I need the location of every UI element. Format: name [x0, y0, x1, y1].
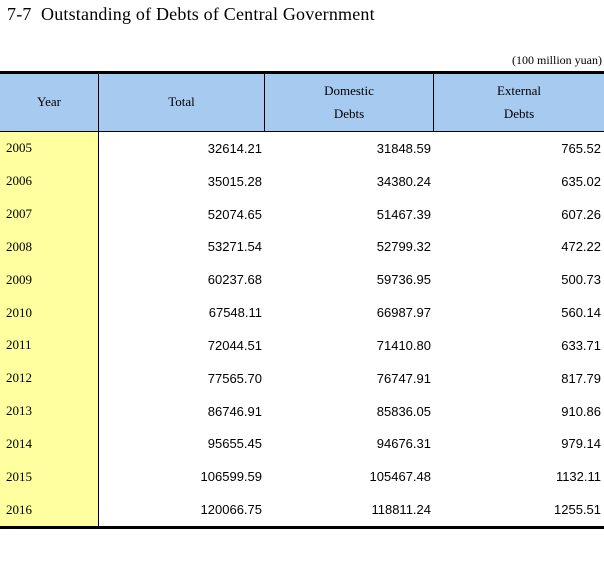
year-cell: 2006 — [0, 164, 99, 198]
total-cell: 106599.59 — [200, 469, 262, 485]
table-row: 2015 106599.59 105467.48 1132.11 — [0, 460, 604, 494]
page-title: 7-7 Outstanding of Debts of Central Gove… — [7, 4, 375, 24]
table-row: 2005 32614.21 31848.59 765.52 — [0, 132, 604, 165]
total-cell: 60237.68 — [207, 272, 262, 288]
domestic-debts-cell: 71410.80 — [376, 337, 431, 353]
year-cell: 2014 — [0, 427, 99, 461]
external-debts-cell: 607.26 — [561, 206, 601, 222]
external-debts-cell: 560.14 — [561, 305, 601, 321]
column-header-label-line1: External — [496, 83, 542, 99]
table-row: 2008 53271.54 52799.32 472.22 — [0, 230, 604, 264]
external-debts-cell: 472.22 — [561, 239, 601, 255]
external-debts-cell: 765.52 — [561, 140, 601, 156]
table-row: 2010 67548.11 66987.97 560.14 — [0, 296, 604, 329]
external-debts-cell: 635.02 — [561, 173, 601, 189]
total-cell: 52074.65 — [207, 206, 262, 222]
total-cell: 53271.54 — [207, 239, 262, 255]
column-header-total: Total — [99, 74, 265, 131]
table-row: 2006 35015.28 34380.24 635.02 — [0, 164, 604, 198]
year-cell: 2016 — [0, 493, 99, 526]
external-debts-cell: 910.86 — [561, 403, 601, 419]
total-cell: 77565.70 — [207, 370, 262, 386]
column-header-label-line2: Debts — [503, 105, 535, 121]
table-row: 2011 72044.51 71410.80 633.71 — [0, 328, 604, 362]
external-debts-cell: 979.14 — [561, 436, 601, 452]
total-cell: 72044.51 — [207, 337, 262, 353]
domestic-debts-cell: 66987.97 — [376, 305, 431, 321]
year-cell: 2008 — [0, 230, 99, 264]
total-cell: 95655.45 — [207, 436, 262, 452]
column-header-label: Total — [168, 94, 195, 110]
total-cell: 120066.75 — [200, 502, 262, 518]
external-debts-cell: 633.71 — [561, 337, 601, 353]
table-body: 2005 32614.21 31848.59 765.52 2006 35015… — [0, 132, 604, 529]
table-row: 2009 60237.68 59736.95 500.73 — [0, 263, 604, 297]
year-cell: 2013 — [0, 394, 99, 428]
year-cell: 2010 — [0, 296, 99, 329]
external-debts-cell: 817.79 — [561, 370, 601, 386]
table-row: 2012 77565.70 76747.91 817.79 — [0, 361, 604, 395]
external-debts-cell: 1255.51 — [554, 502, 601, 518]
column-header-year: Year — [0, 74, 99, 131]
column-header-label-line1: Domestic — [324, 83, 374, 99]
year-cell: 2011 — [0, 328, 99, 362]
total-cell: 67548.11 — [208, 305, 262, 321]
debt-table: Year Total Domestic Debts External Debts… — [0, 71, 604, 529]
domestic-debts-cell: 118811.24 — [371, 502, 431, 518]
total-cell: 35015.28 — [207, 173, 262, 189]
domestic-debts-cell: 52799.32 — [376, 239, 431, 255]
table-row: 2016 120066.75 118811.24 1255.51 — [0, 493, 604, 526]
domestic-debts-cell: 59736.95 — [376, 272, 431, 288]
unit-note: (100 million yuan) — [512, 53, 602, 67]
column-header-external-debts: External Debts — [434, 74, 604, 131]
year-cell: 2009 — [0, 263, 99, 297]
column-header-label: Year — [37, 94, 61, 110]
total-cell: 32614.21 — [207, 140, 262, 156]
column-header-label-line2: Debts — [333, 105, 365, 121]
domestic-debts-cell: 76747.91 — [376, 370, 431, 386]
external-debts-cell: 500.73 — [561, 272, 601, 288]
column-header-domestic-debts: Domestic Debts — [265, 74, 434, 131]
header-row: Year Total Domestic Debts External Debts — [0, 71, 604, 132]
domestic-debts-cell: 94676.31 — [376, 436, 431, 452]
domestic-debts-cell: 51467.39 — [376, 206, 431, 222]
domestic-debts-cell: 34380.24 — [376, 173, 431, 189]
external-debts-cell: 1132.11 — [555, 469, 601, 485]
year-cell: 2005 — [0, 132, 99, 165]
domestic-debts-cell: 105467.48 — [369, 469, 431, 485]
table-row: 2007 52074.65 51467.39 607.26 — [0, 197, 604, 231]
domestic-debts-cell: 31848.59 — [376, 140, 431, 156]
year-cell: 2012 — [0, 361, 99, 395]
total-cell: 86746.91 — [207, 403, 262, 419]
domestic-debts-cell: 85836.05 — [376, 403, 431, 419]
year-cell: 2015 — [0, 460, 99, 494]
table-row: 2013 86746.91 85836.05 910.86 — [0, 394, 604, 428]
table-row: 2014 95655.45 94676.31 979.14 — [0, 427, 604, 461]
year-cell: 2007 — [0, 197, 99, 231]
